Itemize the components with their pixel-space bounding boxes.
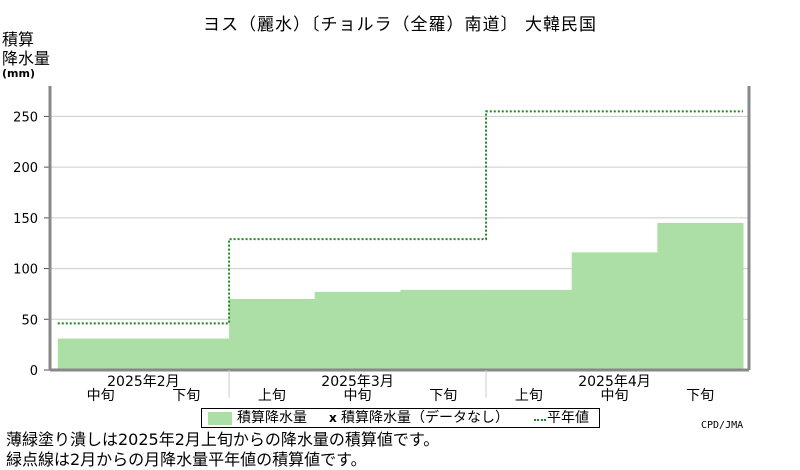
chart-title: ヨス（麗水）〔チョルラ（全羅）南道〕 大韓民国 [203,15,597,35]
y-axis-unit: (mm) [2,67,35,80]
x-tick-label-4: 下旬 [429,388,457,404]
x-tick-label-6: 中旬 [601,388,629,404]
legend-swatch-accumulated [208,412,232,425]
accum-bar-6 [571,252,658,370]
month-label-0: 2025年2月 [107,374,180,390]
y-tick-label-0: 0 [30,364,38,379]
y-tick-label-50: 50 [21,313,38,328]
accum-bar-4 [400,289,487,370]
month-label-2: 2025年4月 [578,374,651,390]
accum-bar-3 [314,291,401,370]
note-line-1: 薄緑塗り潰しは2025年2月上旬からの降水量の積算値です。 [6,430,440,449]
x-tick-label-5: 上旬 [515,388,543,404]
accum-bar-5 [486,289,573,370]
y-tick-label-100: 100 [13,263,38,278]
x-tick-label-7: 下旬 [686,388,714,404]
y-tick-label-150: 150 [13,212,38,227]
note-line-2: 緑点線は2月からの月降水量平年値の積算値です。 [6,450,367,469]
y-tick-label-250: 250 [13,110,38,125]
x-tick-label-0: 中旬 [87,388,115,404]
month-label-1: 2025年3月 [321,374,394,390]
accum-bar-1 [143,338,230,370]
x-tick-label-2: 上旬 [258,388,286,404]
y-axis-label: 積算 降水量 (mm) [2,30,50,80]
y-axis-label-line-2: 降水量 [2,49,51,68]
credit-label: CPD/JMA [701,420,744,431]
accum-bar-0 [57,338,144,370]
legend-label-accumulated: 積算降水量 [237,410,307,426]
legend-label-normal: 平年値 [547,410,589,426]
x-tick-label-1: 下旬 [172,388,200,404]
y-axis-label-line-1: 積算 [2,30,35,49]
legend-label-missing: 積算降水量（データなし） [341,410,509,426]
y-tick-label-200: 200 [13,161,38,176]
legend-swatch-normal [534,419,546,421]
legend: 積算降水量 x 積算降水量（データなし） 平年値 [201,408,600,428]
accum-bar-2 [229,299,316,370]
x-tick-label-3: 中旬 [344,388,372,404]
accum-bar-7 [657,222,744,370]
legend-missing-marker: x [329,411,337,425]
